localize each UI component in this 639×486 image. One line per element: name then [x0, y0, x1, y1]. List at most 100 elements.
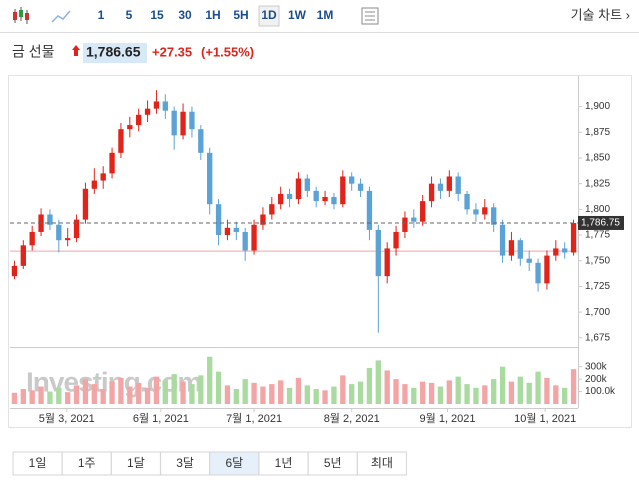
volume-bar — [562, 387, 568, 404]
technical-chart-link[interactable]: 기술 차트 › — [571, 7, 630, 22]
volume-bar — [464, 384, 470, 404]
candle-body — [215, 204, 222, 236]
volume-bar — [100, 389, 106, 404]
volume-bar — [366, 367, 373, 404]
interval-button[interactable]: 1 — [98, 8, 105, 22]
y-tick-label: 1,675 — [585, 332, 610, 343]
range-label[interactable]: 1주 — [78, 456, 96, 470]
range-button[interactable] — [356, 451, 407, 476]
volume-bar — [491, 379, 497, 404]
candle-body — [153, 101, 160, 109]
candle-body — [491, 207, 497, 225]
candle-body — [162, 101, 168, 111]
volume-bar — [570, 369, 577, 404]
volume-bar — [384, 370, 390, 404]
candle-body — [349, 176, 355, 184]
line-icon[interactable] — [51, 10, 71, 23]
volume-bar — [251, 382, 257, 404]
volume-bar — [331, 386, 337, 404]
volume-bar — [437, 386, 444, 404]
volume-bar — [118, 377, 124, 404]
interval-button[interactable]: 1W — [288, 8, 307, 22]
volume-bar — [47, 391, 53, 404]
candle-body — [508, 240, 515, 256]
table-icon[interactable] — [361, 7, 379, 25]
candle-body — [304, 178, 310, 191]
y-tick-label: 1,700 — [585, 307, 610, 318]
volume-tick-label: 100.0k — [585, 386, 616, 397]
candle-body — [20, 245, 26, 266]
candle-body — [65, 238, 71, 241]
candle-body — [446, 176, 452, 191]
candle-body — [127, 125, 133, 130]
candle-body — [180, 111, 186, 136]
volume-bar — [544, 377, 550, 404]
candle-body — [189, 111, 195, 130]
volume-bar — [322, 390, 328, 404]
volume-bar — [136, 382, 142, 404]
range-label[interactable]: 1년 — [275, 456, 293, 470]
candle-body — [464, 193, 470, 210]
candle-body — [242, 231, 248, 251]
volume-bar — [207, 356, 213, 404]
volume-bar — [508, 381, 515, 404]
volume-bar — [56, 387, 62, 404]
y-tick-label: 1,750 — [585, 255, 610, 266]
candle-icon[interactable] — [13, 7, 29, 24]
interval-button[interactable]: 1M — [317, 8, 334, 22]
volume-bar — [109, 381, 115, 404]
volume-bar — [517, 376, 523, 404]
price-highlight — [83, 43, 147, 63]
volume-bar — [535, 371, 541, 404]
last-price-tag — [578, 215, 624, 230]
range-label[interactable]: 6달 — [225, 456, 243, 470]
volume-bar — [340, 375, 346, 404]
candle-body — [340, 176, 346, 205]
interval-button[interactable]: 1D — [261, 8, 277, 22]
interval-button[interactable]: 5 — [126, 8, 133, 22]
interval-button[interactable]: 30 — [178, 8, 192, 22]
range-label[interactable]: 5년 — [324, 456, 342, 470]
volume-bar — [198, 375, 204, 404]
volume-bar — [313, 389, 319, 404]
volume-bar — [260, 386, 266, 404]
interval-button[interactable]: 15 — [150, 8, 164, 22]
candle-body — [278, 193, 284, 205]
interval-button[interactable]: 1H — [205, 8, 220, 22]
candle-body — [570, 223, 577, 253]
volume-bar — [180, 381, 186, 404]
candle-body — [393, 231, 399, 249]
volume-bar — [349, 384, 355, 404]
volume-bar — [38, 386, 44, 404]
x-tick-label: 6월 1, 2021 — [133, 412, 189, 425]
change: +27.35 — [152, 44, 192, 59]
volume-bar — [304, 385, 310, 404]
range-label[interactable]: 1일 — [29, 456, 47, 470]
price: 1,786.65 — [86, 44, 141, 60]
candle-body — [118, 129, 124, 153]
volume-bar — [82, 379, 89, 404]
range-label[interactable]: 1달 — [127, 456, 145, 470]
volume-bar — [553, 385, 559, 404]
volume-bar — [482, 385, 488, 404]
candle-body — [82, 188, 89, 220]
candle-body — [411, 217, 417, 222]
volume-bar — [224, 385, 231, 404]
candle-body — [562, 248, 568, 253]
range-label[interactable]: 최대 — [371, 456, 393, 470]
volume-bar — [144, 387, 151, 404]
up-arrow — [72, 45, 80, 56]
interval-button[interactable]: 5H — [233, 8, 248, 22]
volume-bar — [171, 374, 177, 404]
y-tick-label: 1,850 — [585, 153, 610, 164]
candle-body — [313, 190, 319, 202]
range-label[interactable]: 3달 — [176, 456, 194, 470]
volume-bar — [153, 376, 160, 404]
volume-bar — [242, 379, 248, 404]
candle-body — [207, 152, 213, 205]
x-tick-label: 7월 1, 2021 — [226, 412, 282, 425]
volume-bar — [189, 384, 195, 404]
chart-frame — [8, 75, 632, 428]
volume-bar — [20, 389, 26, 404]
